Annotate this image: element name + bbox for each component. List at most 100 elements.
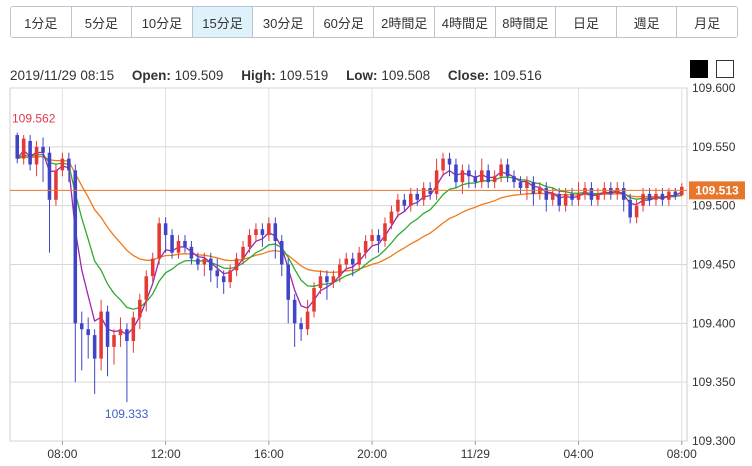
tab-timeframe[interactable]: 2時間足 (374, 7, 436, 37)
candle-body (144, 276, 149, 300)
candle-body (557, 193, 561, 206)
candle-body (486, 170, 490, 183)
candle-body (615, 188, 620, 194)
candle-body (131, 317, 136, 341)
candle-body (99, 311, 103, 359)
candle-body (241, 246, 245, 259)
candle-body (331, 276, 336, 283)
candle-body (170, 235, 174, 253)
candle-body (679, 186, 684, 196)
tab-timeframe[interactable]: 日足 (556, 7, 617, 37)
candle-body (467, 170, 471, 177)
candle-body (21, 138, 26, 159)
candle-body (234, 258, 239, 271)
candle-body (602, 188, 607, 194)
x-tick-label: 04:00 (564, 447, 594, 461)
candle-body (318, 276, 323, 289)
candle-body (125, 329, 129, 341)
candle-body (589, 188, 594, 200)
candle-body (518, 182, 523, 189)
candle-body (531, 182, 536, 194)
candle-body (421, 188, 426, 200)
dark-theme-button[interactable] (690, 60, 708, 78)
y-tick-label: 109.350 (692, 375, 736, 389)
candle-body (460, 170, 465, 183)
tab-timeframe[interactable]: 週足 (616, 7, 678, 37)
candle-body (479, 170, 484, 183)
candle-body (305, 311, 310, 330)
candle-body (647, 193, 652, 200)
candle-body (163, 223, 168, 236)
candle-body (550, 193, 555, 200)
tab-timeframe[interactable]: 15分足 (192, 7, 254, 37)
close-label: Close: (447, 68, 490, 83)
candle-body (138, 299, 142, 318)
high-annotation: 109.562 (12, 112, 56, 126)
candle-body (228, 270, 232, 283)
timeframe-tabs: 1分足 5分足 10分足 15分足 30分足 60分足 2時間足 4時間足 8時間足 日足 週足 月足 (10, 6, 738, 38)
candle-body (576, 193, 581, 200)
candle-body (570, 193, 574, 200)
candle-body (628, 199, 632, 218)
tab-timeframe[interactable]: 5分足 (71, 7, 133, 37)
candle-body (538, 188, 542, 194)
x-tick-label: 08:00 (47, 447, 77, 461)
x-tick-label: 08:00 (667, 447, 697, 461)
candle-body (286, 264, 290, 300)
candle-body (370, 235, 374, 241)
tab-timeframe[interactable]: 月足 (677, 7, 737, 37)
ma-mid-line (16, 153, 682, 310)
candle-body (150, 258, 155, 277)
candle-body (202, 258, 207, 265)
tab-timeframe[interactable]: 1分足 (11, 7, 72, 37)
tab-timeframe[interactable]: 4時間足 (435, 7, 496, 37)
candle-body (92, 335, 97, 359)
candle-body (402, 199, 407, 206)
candle-body (654, 193, 658, 200)
candle-body (492, 176, 497, 183)
candle-body (596, 193, 600, 200)
low-value: 109.508 (381, 68, 431, 83)
candle-body (415, 193, 420, 200)
candle-body (505, 164, 510, 177)
candle-body (563, 193, 568, 206)
candle-body (660, 193, 665, 200)
candle-body (28, 140, 32, 165)
y-tick-label: 109.400 (692, 316, 736, 330)
candle-body (41, 146, 45, 153)
candle-body (215, 270, 220, 277)
light-theme-button[interactable] (716, 60, 734, 78)
candle-body (60, 158, 65, 171)
tab-timeframe[interactable]: 8時間足 (495, 7, 557, 37)
open-label: Open: (131, 68, 171, 83)
candle-body (292, 299, 297, 324)
candle-body (260, 229, 265, 236)
candle-body (189, 246, 194, 259)
candle-body (428, 188, 432, 194)
y-tick-label: 109.450 (692, 258, 736, 272)
candle-body (621, 188, 626, 200)
candle-body (254, 229, 258, 236)
candle-body (441, 158, 445, 171)
x-tick-label: 20:00 (357, 447, 387, 461)
candle-body (73, 170, 78, 324)
candle-body (609, 188, 613, 194)
candle-body (267, 223, 271, 236)
candle-body (325, 276, 329, 283)
candle-body (176, 240, 181, 253)
candle-body (67, 158, 71, 171)
candle-body (273, 223, 278, 241)
current-price-badge (689, 181, 745, 200)
candle-body (105, 311, 110, 347)
tab-timeframe[interactable]: 60分足 (313, 7, 375, 37)
candle-body (583, 188, 587, 194)
candle-body (183, 240, 187, 247)
ohlc-info: 2019/11/29 08:15 Open: 109.509 High: 109… (10, 68, 542, 83)
high-value: 109.519 (279, 68, 329, 83)
tab-timeframe[interactable]: 30分足 (253, 7, 314, 37)
info-datetime: 2019/11/29 08:15 (10, 68, 115, 83)
y-tick-label: 109.600 (692, 81, 736, 95)
tab-timeframe[interactable]: 10分足 (132, 7, 193, 37)
candle-body (221, 276, 226, 283)
